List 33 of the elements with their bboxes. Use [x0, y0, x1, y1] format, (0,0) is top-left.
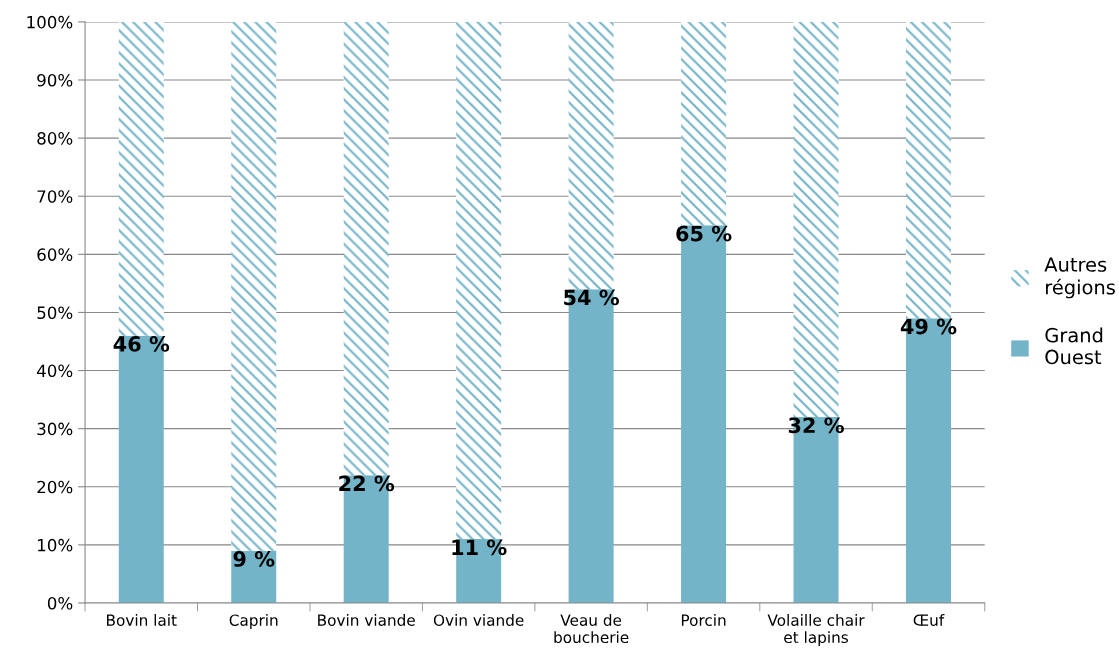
y-tick-label: 10%	[38, 538, 73, 552]
x-tick-label: Volaille chair et lapins	[767, 614, 865, 646]
x-tick-label: Caprin	[229, 614, 278, 629]
x-tick-label: Œuf	[913, 614, 945, 626]
legend-label: Grand Ouest	[1045, 327, 1103, 365]
y-tick-label: 0%	[47, 596, 73, 610]
y-tick-label: 40%	[37, 364, 73, 378]
data-label: 22 %	[339, 475, 395, 492]
bar	[681, 21, 727, 226]
bar	[906, 21, 951, 319]
legend-label: Autres régions	[1044, 257, 1115, 299]
x-tick-label: Bovin lait	[107, 614, 177, 626]
y-tick-label: 90%	[37, 73, 73, 87]
bar	[568, 21, 614, 290]
x-tick-label: Porcin	[681, 614, 726, 626]
y-tick-label: 80%	[37, 132, 73, 145]
y-tick-label: 20%	[37, 480, 73, 494]
x-tick-label: Ovin viande	[433, 614, 524, 626]
data-label: 11 %	[452, 539, 507, 556]
y-tick-label: 30%	[37, 422, 73, 436]
bar	[793, 21, 839, 418]
x-tick-label: Veau de boucherie	[554, 614, 629, 644]
y-tick-label: 70%	[37, 190, 73, 203]
y-tick-label: 60%	[37, 248, 73, 261]
bar	[118, 21, 164, 336]
x-tick-label: Bovin viande	[318, 614, 415, 626]
bar	[456, 21, 502, 540]
y-tick-label: 50%	[37, 306, 73, 320]
bar	[343, 21, 389, 476]
data-label: 32 %	[788, 417, 844, 434]
y-tick-label: 100%	[27, 15, 73, 29]
bar	[231, 21, 277, 551]
data-label: 9 %	[233, 551, 275, 567]
